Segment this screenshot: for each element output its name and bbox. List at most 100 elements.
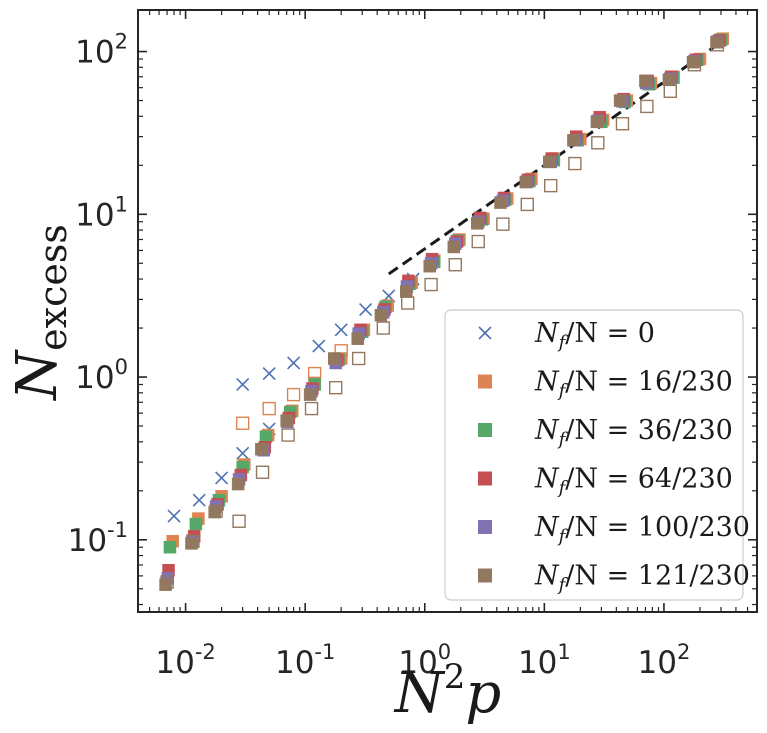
legend-label-base: N: [534, 561, 560, 592]
series-5-open-point: [640, 99, 654, 114]
series-0-point: [215, 471, 229, 485]
x-tick-label-exp: 0: [438, 640, 451, 664]
y-tick-label-exp: 0: [115, 355, 128, 379]
series-5-open-point: [496, 217, 510, 231]
series-5-point: [662, 73, 676, 87]
x-tick-label-exp: -1: [314, 640, 335, 664]
series-0-point-stroke-b: [262, 367, 276, 381]
series-2-point: [163, 540, 177, 554]
legend-label-rest: /N = 16/230: [565, 367, 733, 398]
series-5-point: [613, 94, 627, 107]
series-5-open-point: [376, 321, 390, 335]
series-5-point: [471, 217, 484, 230]
y-axis-label-base: N: [5, 349, 70, 402]
series-5-open-point: [448, 258, 462, 272]
series-0-point: [359, 302, 373, 317]
x-tick-label: 100: [398, 640, 451, 681]
series-5-open-point: [424, 277, 438, 292]
series-5-open-point: [329, 381, 343, 395]
legend-label: Nf/N = 100/230: [534, 512, 750, 547]
x-tick-label: 10-2: [155, 640, 215, 681]
series-5-point: [399, 285, 413, 298]
x-tick-label-base: 10: [155, 645, 194, 681]
series-0-point-stroke-b: [287, 356, 301, 370]
legend-label-base: N: [534, 512, 560, 543]
series-5-open-point: [520, 197, 534, 212]
series-0-point-stroke-b: [334, 323, 348, 337]
legend-box: [444, 309, 744, 601]
series-0-point: [236, 446, 250, 460]
series-5-point: [303, 388, 317, 401]
y-tick-label: 101: [75, 192, 128, 233]
x-tick-label: 102: [638, 640, 691, 681]
plot-frame: [137, 9, 758, 613]
legend-marker: [478, 374, 492, 389]
legend-marker: [478, 423, 492, 437]
series-0-point: [192, 493, 206, 507]
series-5-point: [351, 332, 364, 345]
series-5-open-point: [615, 117, 630, 131]
y-tick-label-exp: 1: [115, 192, 128, 216]
legend-label-rest: /N = 36/230: [565, 415, 733, 446]
x-tick-label: 10-1: [275, 640, 335, 681]
legend: Nf/N = 0 Nf/N = 16/230 Nf/N = 36/230 Nf/N =…: [444, 309, 750, 601]
y-tick-label-exp: 2: [115, 30, 128, 54]
series-5-point: [639, 74, 652, 88]
legend-label: Nf/N = 64/230: [534, 464, 733, 499]
series-1-open-point: [262, 401, 276, 416]
x-tick-label-base: 10: [275, 645, 314, 681]
legend-label: Nf/N = 121/230: [534, 561, 750, 596]
series-5-point: [494, 196, 507, 209]
legend-label-rest: /N = 121/230: [565, 561, 750, 592]
legend-marker: [478, 326, 492, 340]
x-axis-label-sup: 2: [444, 657, 466, 697]
series-0-point: [236, 377, 250, 392]
series-5-open-point: [351, 351, 366, 366]
legend-label-rest: /N = 64/230: [565, 464, 733, 495]
legend-marker: [478, 520, 492, 534]
series-5-point: [374, 308, 388, 322]
y-tick-label-base: 10: [68, 523, 107, 559]
series-5-point: [327, 352, 341, 365]
series-0-point-stroke-b: [312, 339, 326, 353]
series-0-point-stroke-b: [192, 493, 206, 507]
series-1-open-point: [235, 416, 250, 430]
y-tick-label: 10-1: [68, 518, 128, 559]
series-5-point: [255, 443, 268, 456]
series-5-point: [231, 477, 245, 491]
series-5-point: [159, 578, 172, 591]
y-tick-label: 102: [75, 30, 128, 71]
series-0-point: [262, 367, 276, 381]
legend-label: Nf/N = 36/230: [534, 415, 733, 450]
series-5-open-point: [591, 136, 605, 150]
series-1-open-point: [286, 387, 301, 402]
x-tick-label-exp: -2: [195, 640, 216, 664]
series-0-point-stroke-b: [236, 377, 250, 392]
series-5-open-point: [544, 178, 558, 193]
legend-label-base: N: [534, 367, 560, 398]
x-axis-label-base: N: [393, 661, 446, 726]
series-5-point: [447, 240, 461, 254]
series-5-open-point: [255, 465, 270, 479]
y-tick-label-exp: -1: [107, 518, 128, 542]
series-5-point: [208, 505, 221, 519]
legend-label: Nf/N = 0: [534, 318, 655, 353]
legend-label: Nf/N = 16/230: [534, 367, 733, 402]
series-0-point: [334, 323, 348, 337]
series-5-point: [185, 537, 198, 550]
x-axis-label: N2p: [393, 657, 502, 726]
x-tick-label-exp: 2: [677, 640, 690, 664]
x-tick-label-base: 10: [398, 645, 437, 681]
series-0-point: [312, 339, 326, 353]
x-tick-label-exp: 1: [557, 640, 570, 664]
series-2-point: [189, 517, 203, 531]
series-5: [159, 36, 725, 591]
series-0-point: [287, 356, 301, 370]
series-5-point: [686, 55, 700, 69]
y-axis-label: Nexcess: [5, 224, 75, 402]
x-axis-label-tail: p: [465, 661, 501, 726]
legend-label-rest: /N = 0: [565, 318, 655, 349]
legend-label-base: N: [534, 318, 560, 349]
